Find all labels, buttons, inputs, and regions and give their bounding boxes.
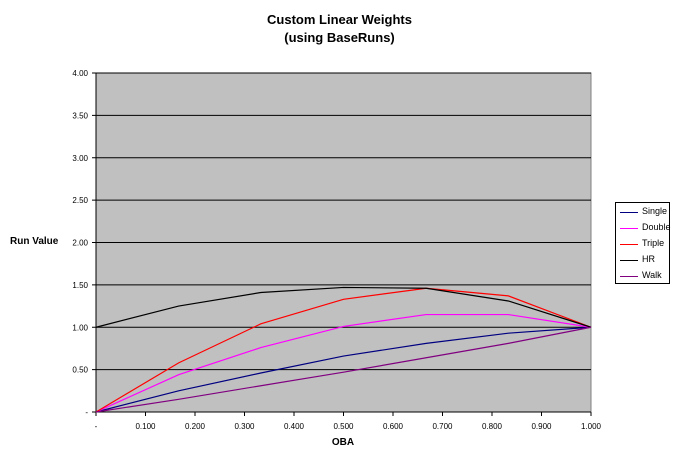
x-tick-label: 1.000 [581, 422, 602, 431]
y-tick-label: 4.00 [72, 69, 88, 78]
y-tick-label: 3.00 [72, 154, 88, 163]
legend-label: Triple [642, 238, 665, 248]
series-line-double [95, 313, 592, 413]
x-tick-label: 0.200 [185, 422, 206, 431]
chart-title: Custom Linear Weights [267, 12, 412, 27]
legend-label: HR [642, 254, 655, 264]
x-tick-label: 0.600 [383, 422, 404, 431]
x-tick-label: 0.300 [234, 422, 255, 431]
x-tick-label: 0.800 [482, 422, 503, 431]
series-line-triple [95, 287, 592, 413]
x-tick-label: 0.100 [135, 422, 156, 431]
legend-item: Single [620, 205, 670, 219]
legend: Single Double Triple HR Walk [615, 202, 671, 284]
legend-swatch [620, 212, 638, 213]
x-tick-label: 0.700 [432, 422, 453, 431]
y-tick-label: - [85, 408, 88, 417]
series-line-hr [95, 286, 592, 328]
legend-item: HR [620, 253, 670, 267]
y-tick-label: 2.00 [72, 239, 88, 248]
legend-swatch [620, 228, 638, 229]
y-tick-label: 3.50 [72, 111, 88, 120]
legend-label: Walk [642, 270, 662, 280]
legend-item: Triple [620, 237, 670, 251]
legend-label: Double [642, 222, 671, 232]
y-tick-label: 1.00 [72, 323, 88, 332]
x-tick-label: 0.400 [284, 422, 305, 431]
x-axis-label: OBA [331, 437, 355, 448]
x-tick-label: - [95, 422, 98, 431]
legend-swatch [620, 244, 638, 245]
legend-swatch [620, 276, 638, 277]
series-line-walk [95, 326, 592, 413]
chart-subtitle: (using BaseRuns) [284, 30, 395, 45]
y-axis-label: Run Value [10, 236, 59, 247]
y-tick-label: 2.50 [72, 196, 88, 205]
series-line-single [95, 326, 592, 413]
legend-item: Double [620, 221, 671, 235]
legend-item: Walk [620, 269, 670, 283]
y-tick-label: 1.50 [72, 281, 88, 290]
legend-swatch [620, 260, 638, 261]
y-tick-label: 0.50 [72, 366, 88, 375]
legend-label: Single [642, 206, 668, 216]
x-tick-label: 0.500 [333, 422, 354, 431]
x-tick-label: 0.900 [531, 422, 552, 431]
